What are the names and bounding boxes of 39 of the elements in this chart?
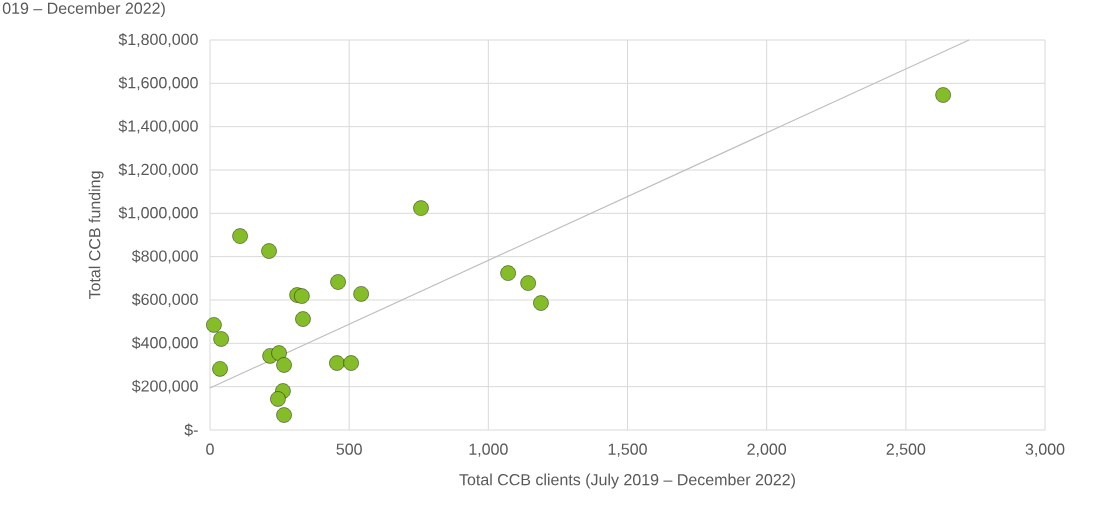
point — [232, 228, 248, 244]
point — [533, 295, 549, 311]
y-tick-label: $- — [184, 423, 198, 437]
point — [935, 87, 951, 103]
y-tick-label: $1,400,000 — [118, 119, 198, 134]
point — [213, 331, 229, 347]
point — [261, 243, 277, 259]
point — [206, 317, 222, 333]
y-tick-label: $1,200,000 — [118, 163, 198, 177]
y-tick-label: $800,000 — [131, 249, 198, 264]
point — [520, 275, 536, 291]
point — [353, 286, 369, 302]
x-tick-label: 1,500 — [608, 443, 647, 457]
x-tick-label: 2,000 — [747, 443, 787, 457]
point — [276, 407, 292, 423]
y-tick-label: $400,000 — [131, 336, 198, 351]
point — [212, 361, 228, 377]
x-tick-label: 3,000 — [1025, 443, 1065, 457]
x-tick-label: 0 — [206, 443, 214, 455]
y-tick-label: $1,000,000 — [118, 206, 198, 221]
point — [413, 200, 429, 216]
text: 019 – December 2022) — [2, 2, 165, 18]
point — [329, 355, 345, 371]
point — [294, 288, 310, 304]
y-tick-label: $600,000 — [131, 293, 198, 307]
x-axis-title: Total CCB clients (July 2019 – December 2022) — [459, 473, 795, 489]
y-tick-label: $1,600,000 — [118, 76, 198, 91]
x-tick-label: 2,500 — [886, 443, 926, 457]
point — [330, 274, 346, 290]
y-axis-title: Total CCB funding — [88, 171, 104, 300]
point — [500, 265, 516, 281]
point — [295, 311, 311, 327]
y-tick-label: $1,800,000 — [118, 33, 198, 47]
point — [343, 355, 359, 371]
x-tick-label: 1,000 — [469, 443, 508, 457]
y-tick-label: $200,000 — [131, 379, 198, 394]
point — [270, 391, 286, 407]
point — [276, 357, 292, 373]
x-tick-label: 500 — [336, 443, 362, 455]
